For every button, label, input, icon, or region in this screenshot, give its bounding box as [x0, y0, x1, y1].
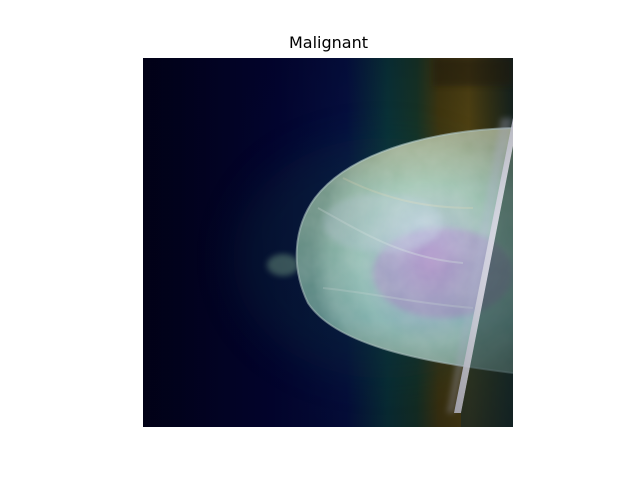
figure-title: Malignant: [0, 33, 640, 53]
mammogram-heatmap-image: [143, 58, 513, 427]
